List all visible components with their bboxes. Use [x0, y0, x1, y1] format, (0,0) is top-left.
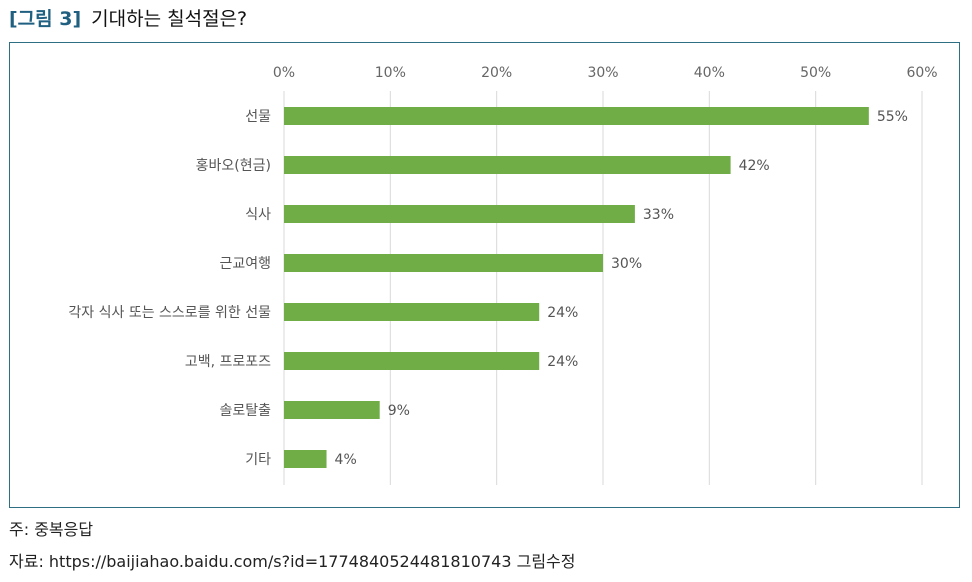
- category-label: 기타: [245, 452, 271, 468]
- bar: [284, 450, 327, 468]
- category-label: 선물: [245, 109, 271, 125]
- bar: [284, 205, 635, 223]
- bar: [284, 254, 603, 272]
- bar: [284, 107, 869, 125]
- figure-label: [그림 3]: [9, 8, 82, 30]
- data-label: 4%: [335, 452, 357, 468]
- data-label: 55%: [877, 109, 908, 125]
- bar: [284, 156, 731, 174]
- bar: [284, 401, 380, 419]
- x-tick-label: 0%: [273, 65, 295, 81]
- bar: [284, 352, 540, 370]
- bar: [284, 303, 540, 321]
- chart-frame: 0% 10% 20% 30% 40% 50% 60% 선물 55% 홍바오(현금) 42% 식사 33%…: [9, 42, 960, 508]
- x-tick-label: 10%: [375, 65, 406, 81]
- x-tick-label: 20%: [481, 65, 512, 81]
- x-tick-label: 40%: [694, 65, 725, 81]
- category-label: 고백, 프로포즈: [185, 354, 271, 370]
- data-label: 33%: [643, 207, 674, 223]
- category-label: 홍바오(현금): [196, 158, 271, 174]
- data-label: 24%: [547, 305, 578, 321]
- x-tick-label: 60%: [906, 65, 937, 81]
- bar-chart: 0% 10% 20% 30% 40% 50% 60% 선물 55% 홍바오(현금) 42% 식사 33%…: [68, 65, 938, 485]
- chart-source: 자료: https://baijiahao.baidu.com/s?id=177…: [9, 552, 576, 571]
- category-label: 각자 식사 또는 스스로를 위한 선물: [68, 305, 271, 321]
- category-label: 근교여행: [219, 256, 271, 272]
- figure-title-text: 기대하는 칠석절은?: [91, 8, 248, 30]
- x-tick-label: 30%: [587, 65, 618, 81]
- figure-title: [그림 3] 기대하는 칠석절은?: [9, 5, 247, 33]
- category-label: 식사: [245, 207, 271, 223]
- data-label: 30%: [611, 256, 642, 272]
- data-label: 42%: [739, 158, 770, 174]
- category-label: 솔로탈출: [219, 403, 271, 419]
- data-label: 9%: [388, 403, 410, 419]
- data-label: 24%: [547, 354, 578, 370]
- x-tick-label: 50%: [800, 65, 831, 81]
- chart-note: 주: 중복응답: [9, 520, 94, 539]
